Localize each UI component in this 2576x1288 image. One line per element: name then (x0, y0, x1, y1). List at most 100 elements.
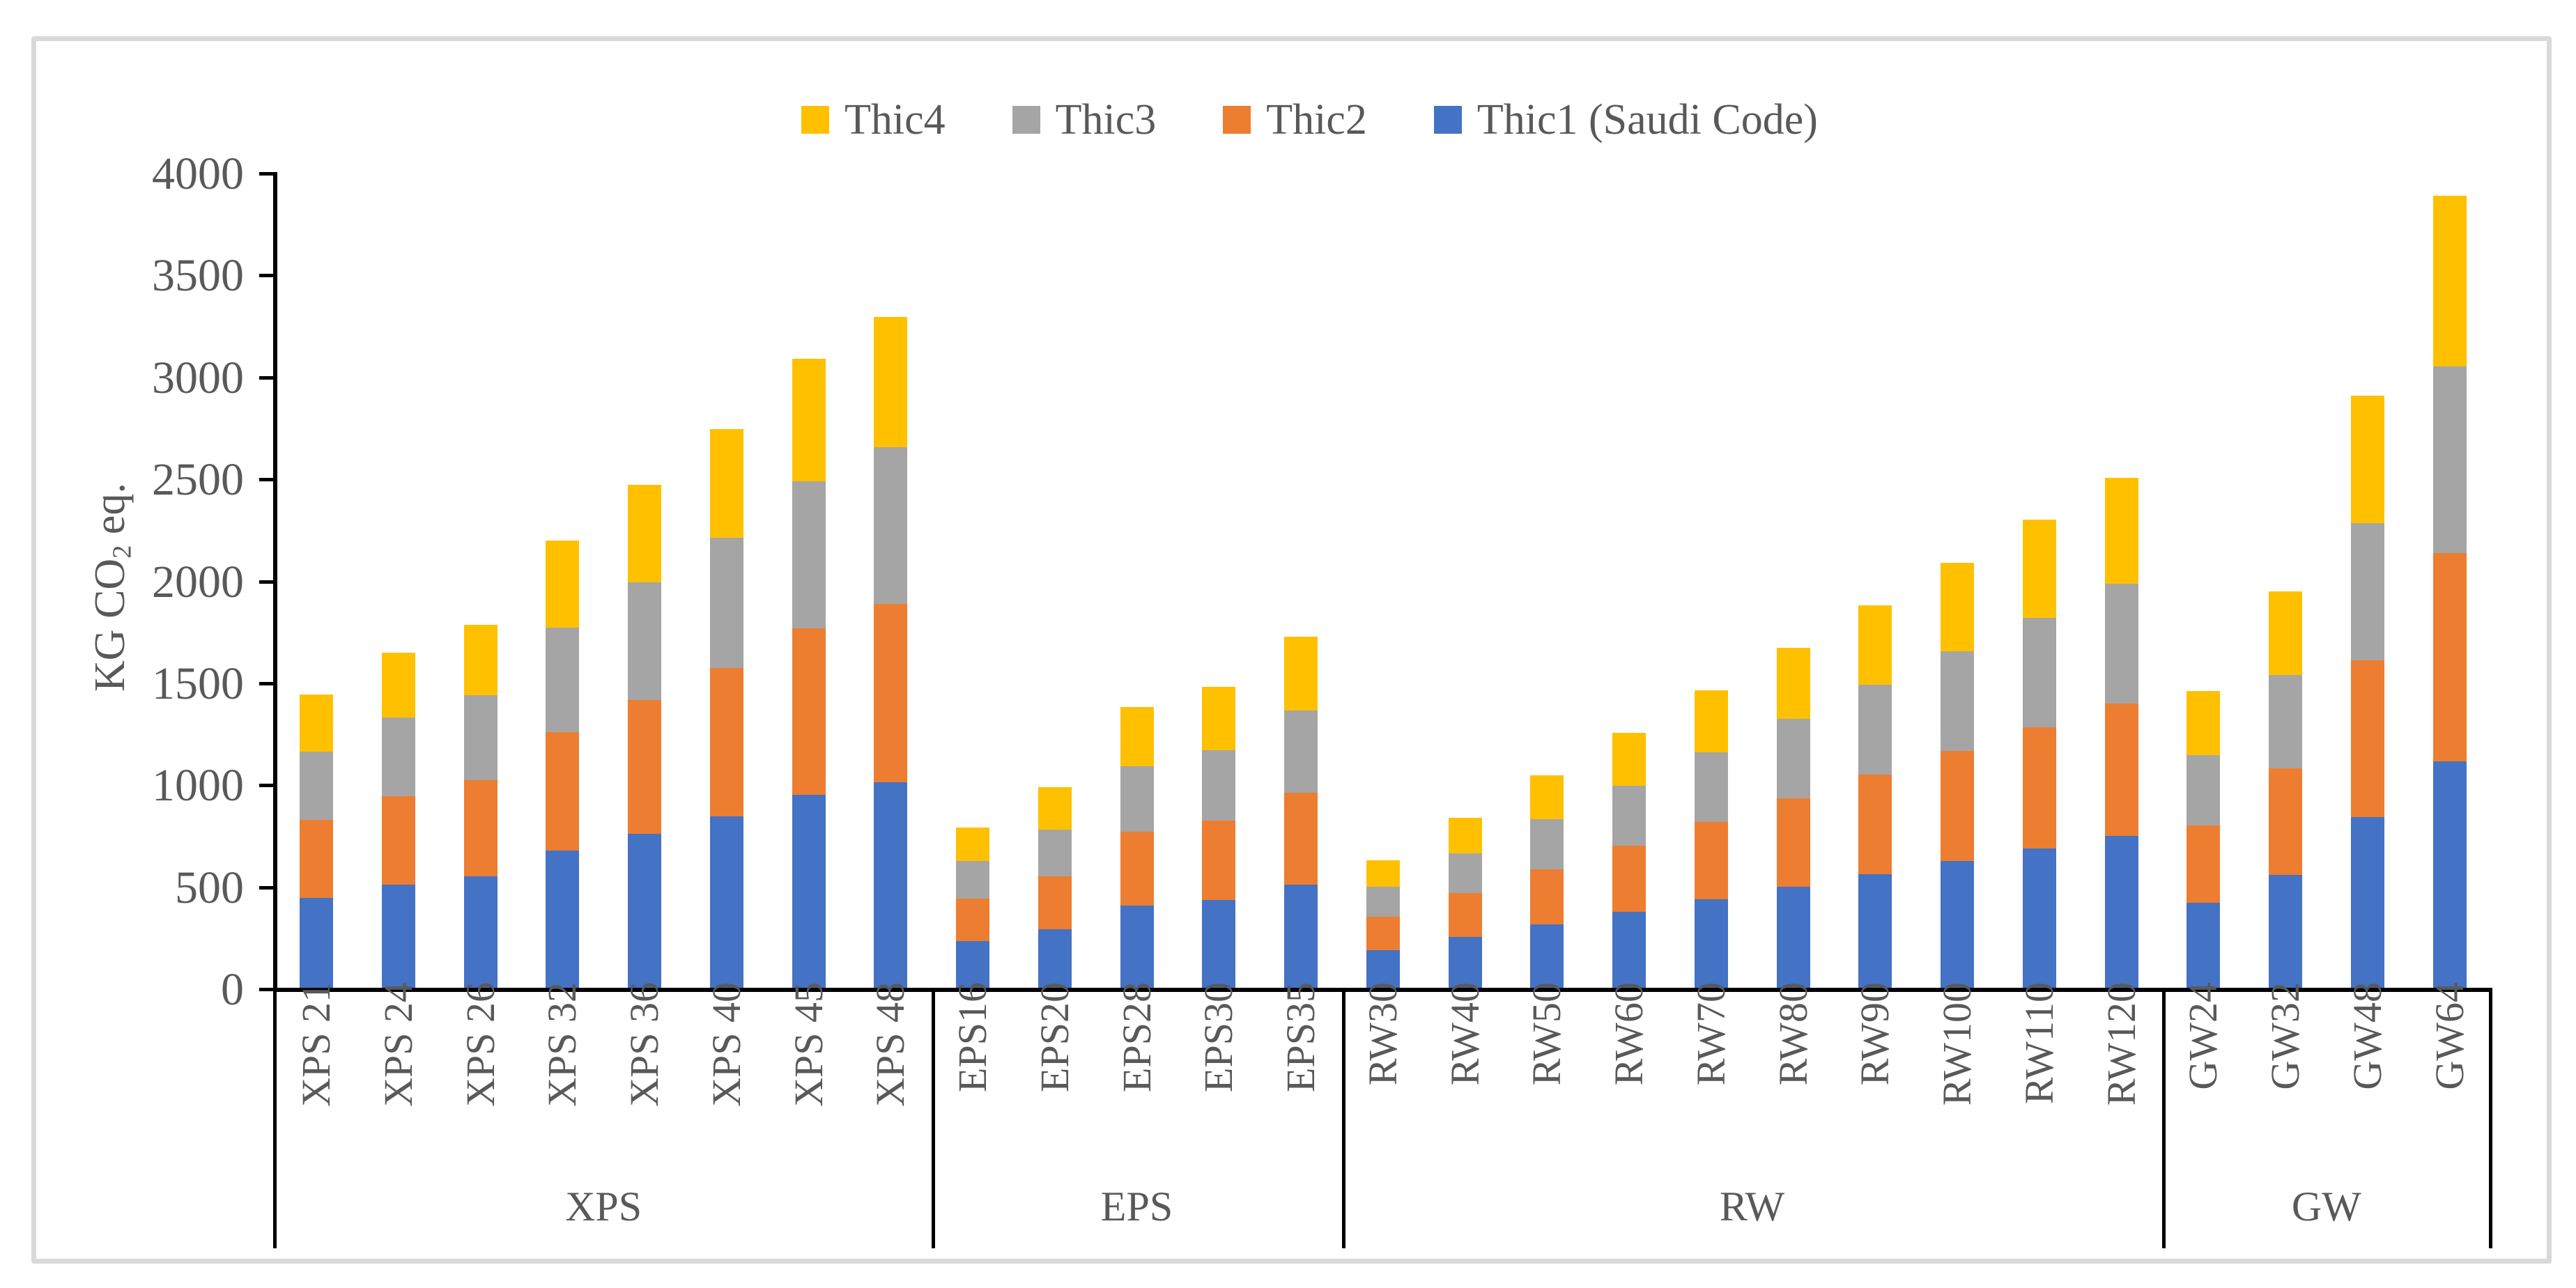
bar-segment-thic1 (1284, 885, 1318, 988)
y-axis-tick (259, 478, 273, 482)
bar-segment-thic2 (381, 796, 415, 885)
bar-segment-thic4 (2269, 591, 2302, 676)
bar-segment-thic1 (463, 876, 498, 988)
bar-segment-thic1 (1038, 929, 1072, 988)
bar-segment-thic2 (628, 699, 661, 834)
bar-segment-thic1 (2350, 816, 2384, 988)
bar-segment-thic4 (1858, 605, 1892, 685)
bar-segment-thic3 (1612, 786, 1646, 846)
bar-segment-thic2 (1530, 869, 1564, 925)
bar-segment-thic4 (2104, 477, 2138, 584)
bar-label: RW120 (2098, 982, 2144, 1106)
bar-segment-thic4 (1694, 690, 1728, 752)
bar-label: RW100 (1934, 982, 1980, 1106)
bar-segment-thic4 (1941, 562, 1974, 651)
bar-segment-thic4 (1284, 636, 1318, 711)
legend-item: Thic2 (1223, 95, 1367, 145)
group-label: XPS (565, 1184, 642, 1229)
bar-segment-thic1 (2432, 761, 2467, 988)
bar-segment-thic4 (381, 652, 415, 718)
bar-segment-thic1 (300, 897, 333, 988)
group-separator-line (2489, 988, 2492, 1248)
bar-segment-thic2 (1448, 893, 1482, 938)
bar-segment-thic3 (2432, 366, 2467, 554)
legend: Thic4 Thic3 Thic2 Thic1 (Saudi Code) (801, 91, 1885, 149)
bar-label: RW110 (2016, 982, 2062, 1105)
bar-segment-thic2 (546, 731, 580, 851)
bar-segment-thic3 (2269, 675, 2302, 768)
y-axis-tick (259, 274, 273, 278)
bar-segment-thic1 (792, 795, 826, 988)
bar-segment-thic1 (2022, 848, 2056, 988)
bar-label: RW40 (1442, 982, 1488, 1086)
legend-color-chip (1223, 106, 1251, 134)
y-axis-tick (259, 784, 273, 788)
bar-segment-thic4 (1530, 775, 1564, 820)
bar-segment-thic4 (1120, 706, 1154, 767)
bar-segment-thic3 (1366, 887, 1400, 917)
bar-segment-thic2 (2022, 727, 2056, 849)
bar-segment-thic1 (1202, 899, 1236, 988)
bar-segment-thic4 (1448, 817, 1482, 853)
legend-label: Thic1 (Saudi Code) (1476, 95, 1818, 143)
bar-segment-thic4 (463, 624, 498, 695)
bar-segment-thic2 (1694, 822, 1728, 899)
bar-segment-thic3 (1941, 651, 1974, 752)
bar-segment-thic2 (874, 604, 908, 782)
y-axis-tick-label: 0 (221, 964, 244, 1015)
bar-segment-thic1 (1530, 924, 1564, 988)
bar-segment-thic2 (1120, 832, 1154, 906)
bar-segment-thic3 (2186, 755, 2221, 826)
bar-segment-thic2 (1284, 793, 1318, 885)
bar-segment-thic4 (874, 317, 908, 448)
bar-segment-thic2 (1202, 821, 1236, 900)
bar-segment-thic2 (2104, 704, 2138, 837)
bar-segment-thic3 (1776, 718, 1810, 799)
bar-segment-thic2 (2269, 768, 2302, 876)
bar-segment-thic1 (1120, 906, 1154, 988)
bar-segment-thic3 (546, 628, 580, 732)
bar-label: XPS 21 (293, 982, 339, 1107)
bar-segment-thic1 (2269, 875, 2302, 988)
bar-segment-thic4 (1038, 786, 1072, 830)
x-axis-line (273, 988, 2489, 992)
bar-segment-thic4 (792, 359, 826, 481)
bar-segment-thic4 (300, 694, 333, 752)
bar-segment-thic1 (546, 851, 580, 988)
legend-item: Thic4 (801, 95, 946, 145)
y-axis-tick (259, 988, 273, 991)
bar-segment-thic4 (628, 485, 661, 583)
bar-segment-thic2 (1612, 846, 1646, 913)
group-separator-line (273, 988, 277, 1248)
bar-segment-thic3 (381, 717, 415, 796)
group-label: GW (2291, 1184, 2361, 1229)
bar-segment-thic3 (2022, 617, 2056, 728)
bar-segment-thic4 (1366, 860, 1400, 887)
bar-segment-thic3 (874, 447, 908, 605)
bar-segment-thic2 (1366, 917, 1400, 950)
bar-segment-thic1 (2104, 836, 2138, 988)
bar-segment-thic2 (2186, 825, 2221, 903)
bar-segment-thic3 (1284, 711, 1318, 793)
y-axis-tick (259, 375, 273, 380)
bar-label: XPS 48 (867, 982, 913, 1107)
y-axis-tick (259, 580, 273, 584)
group-separator-line (1342, 988, 1345, 1248)
bar-segment-thic2 (2432, 553, 2467, 762)
bar-segment-thic3 (1530, 819, 1564, 870)
bar-label: RW30 (1359, 982, 1405, 1086)
bar-segment-thic2 (792, 628, 826, 796)
bar-segment-thic1 (956, 940, 989, 988)
legend-color-chip (1012, 106, 1040, 134)
bar-segment-thic3 (1120, 766, 1154, 832)
bar-segment-thic1 (1448, 937, 1482, 988)
bar-segment-thic3 (1202, 750, 1236, 821)
y-axis-tick-label: 1000 (152, 760, 244, 812)
bar-segment-thic4 (546, 541, 580, 628)
y-axis-tick-label: 500 (175, 862, 244, 913)
bar-segment-thic3 (463, 695, 498, 780)
group-separator-line (2162, 988, 2166, 1248)
bar-segment-thic1 (381, 885, 415, 988)
bar-segment-thic4 (2022, 520, 2056, 618)
